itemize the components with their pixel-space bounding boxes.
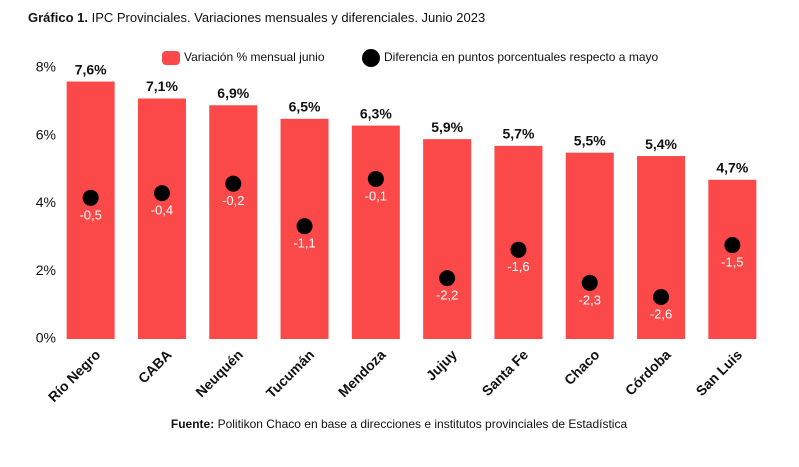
- dot: [581, 274, 598, 291]
- dot: [225, 175, 242, 192]
- bar-value-label: 6,9%: [217, 85, 249, 101]
- x-tick-label: Córdoba: [622, 346, 674, 398]
- source: Politikon Chaco en base a direcciones e …: [218, 417, 628, 431]
- dot: [653, 288, 670, 305]
- bar-value-label: 6,5%: [289, 99, 321, 115]
- bar: [637, 156, 686, 339]
- dot-value-label: -1,1: [293, 236, 315, 251]
- chart-title: IPC Provinciales. Variaciones mensuales …: [92, 10, 486, 25]
- x-tick-label: Río Negro: [45, 346, 104, 405]
- bar: [708, 179, 757, 339]
- bar-value-label: 5,7%: [502, 126, 534, 142]
- dot: [82, 189, 99, 206]
- source-label: Fuente:: [171, 417, 214, 431]
- x-tick-label: Chaco: [561, 346, 603, 388]
- bar: [423, 139, 472, 339]
- x-tick-label: San Luis: [693, 346, 746, 399]
- chart-title-group: Gráfico 1. IPC Provinciales. Variaciones…: [28, 10, 485, 25]
- dot: [724, 237, 741, 254]
- dot-value-label: -0,1: [365, 188, 387, 203]
- bar-value-label: 4,7%: [716, 159, 748, 175]
- dot-value-label: -1,6: [507, 259, 529, 274]
- y-tick-label: 0%: [36, 330, 56, 346]
- y-tick-label: 4%: [36, 194, 56, 210]
- legend-label: Diferencia en puntos porcentuales respec…: [384, 50, 658, 64]
- y-tick-label: 6%: [36, 126, 56, 142]
- legend-label: Variación % mensual junio: [184, 50, 325, 64]
- bar-value-label: 6,3%: [360, 105, 392, 121]
- legend-swatch: [362, 49, 380, 67]
- dot-value-label: -0,2: [222, 193, 244, 208]
- dot: [296, 218, 313, 235]
- bar-value-label: 5,4%: [645, 136, 677, 152]
- dot-value-label: -0,5: [79, 207, 101, 222]
- dot: [367, 170, 384, 187]
- bar-value-label: 5,9%: [431, 119, 463, 135]
- dot-value-label: -2,3: [579, 292, 601, 307]
- dot-value-label: -2,6: [650, 306, 672, 321]
- bar: [565, 152, 614, 339]
- x-tick-label: Tucumán: [263, 346, 318, 401]
- x-tick-label: CABA: [135, 346, 175, 386]
- source-group: Fuente: Politikon Chaco en base a direcc…: [171, 417, 628, 431]
- dot: [439, 270, 456, 287]
- bar-value-label: 7,1%: [146, 78, 178, 94]
- dot-value-label: -2,2: [436, 288, 458, 303]
- y-tick-label: 2%: [36, 262, 56, 278]
- x-tick-label: Santa Fe: [479, 346, 532, 399]
- legend-swatch: [162, 51, 180, 65]
- title-label: Gráfico 1.: [28, 10, 88, 25]
- bar: [66, 81, 115, 340]
- x-tick-label: Neuquén: [192, 346, 246, 400]
- dot-value-label: -1,5: [721, 254, 743, 269]
- bar: [137, 98, 186, 339]
- x-tick-label: Mendoza: [335, 346, 389, 400]
- bar-value-label: 7,6%: [75, 61, 107, 77]
- bar-value-label: 5,5%: [574, 132, 606, 148]
- bar: [351, 125, 400, 340]
- y-tick-label: 8%: [36, 59, 56, 75]
- x-tick-label: Jujuy: [423, 346, 460, 383]
- dot: [510, 241, 527, 258]
- dot-value-label: -0,4: [151, 203, 173, 218]
- bar: [209, 105, 258, 339]
- dot: [153, 185, 170, 202]
